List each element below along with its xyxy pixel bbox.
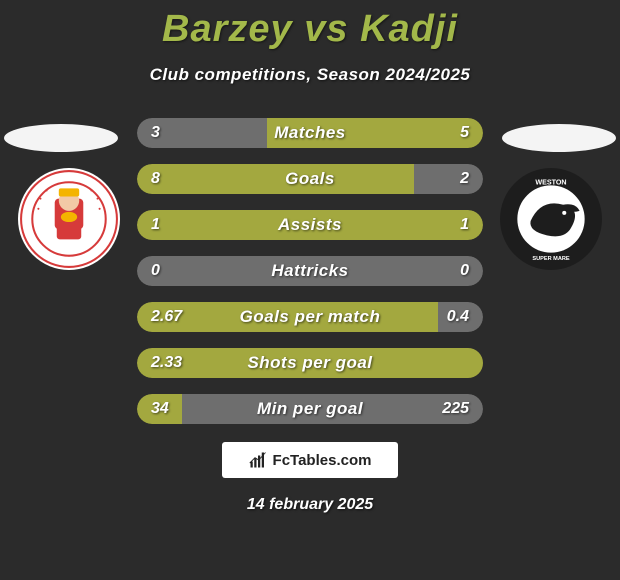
stat-label: Min per goal <box>137 394 483 424</box>
hemel-hempstead-badge-icon <box>18 168 120 270</box>
stat-value-left: 0 <box>151 256 160 286</box>
stat-value-left: 34 <box>151 394 169 424</box>
stat-value-right: 225 <box>442 394 469 424</box>
right-shadow-ellipse <box>502 124 616 152</box>
stat-label: Shots per goal <box>137 348 483 378</box>
watermark-label: FcTables.com <box>273 452 372 469</box>
stat-value-right: 0 <box>460 256 469 286</box>
comparison-panel: WESTON SUPER MARE Matches3 5 Goals8 2 Assist… <box>0 118 620 514</box>
stat-row: Shots per goal2.33 <box>137 348 483 378</box>
stat-value-right: 0.4 <box>447 302 469 332</box>
stat-label: Goals <box>137 164 483 194</box>
stat-row: Matches3 5 <box>137 118 483 148</box>
stat-row: Goals per match2.67 0.4 <box>137 302 483 332</box>
player2-name: Kadji <box>360 8 458 50</box>
chart-icon <box>249 451 267 469</box>
watermark: FcTables.com <box>222 442 398 478</box>
page-title: Barzey vs Kadji <box>0 0 620 51</box>
stat-row: Assists1 1 <box>137 210 483 240</box>
stat-value-left: 2.33 <box>151 348 182 378</box>
comparison-date: 14 february 2025 <box>0 496 620 514</box>
weston-super-mare-badge-icon: WESTON SUPER MARE <box>500 168 602 270</box>
stat-value-left: 3 <box>151 118 160 148</box>
stat-value-right: 2 <box>460 164 469 194</box>
club-badge-left <box>18 168 120 270</box>
stat-value-left: 8 <box>151 164 160 194</box>
stat-value-left: 1 <box>151 210 160 240</box>
stat-value-right: 1 <box>460 210 469 240</box>
club-badge-right: WESTON SUPER MARE <box>500 168 602 270</box>
svg-text:SUPER MARE: SUPER MARE <box>532 256 570 262</box>
stat-row: Goals8 2 <box>137 164 483 194</box>
stat-label: Assists <box>137 210 483 240</box>
left-shadow-ellipse <box>4 124 118 152</box>
stat-label: Matches <box>137 118 483 148</box>
subtitle: Club competitions, Season 2024/2025 <box>0 65 620 85</box>
svg-text:WESTON: WESTON <box>535 178 566 186</box>
vs-text: vs <box>304 8 348 50</box>
stat-value-left: 2.67 <box>151 302 182 332</box>
stat-value-right: 5 <box>460 118 469 148</box>
stat-label: Goals per match <box>137 302 483 332</box>
stat-row: Min per goal34 225 <box>137 394 483 424</box>
stat-label: Hattricks <box>137 256 483 286</box>
stats-bar-group: Matches3 5 Goals8 2 Assists1 1 Hattricks0 0 Goal… <box>137 118 483 424</box>
player1-name: Barzey <box>162 8 293 50</box>
stat-row: Hattricks0 0 <box>137 256 483 286</box>
